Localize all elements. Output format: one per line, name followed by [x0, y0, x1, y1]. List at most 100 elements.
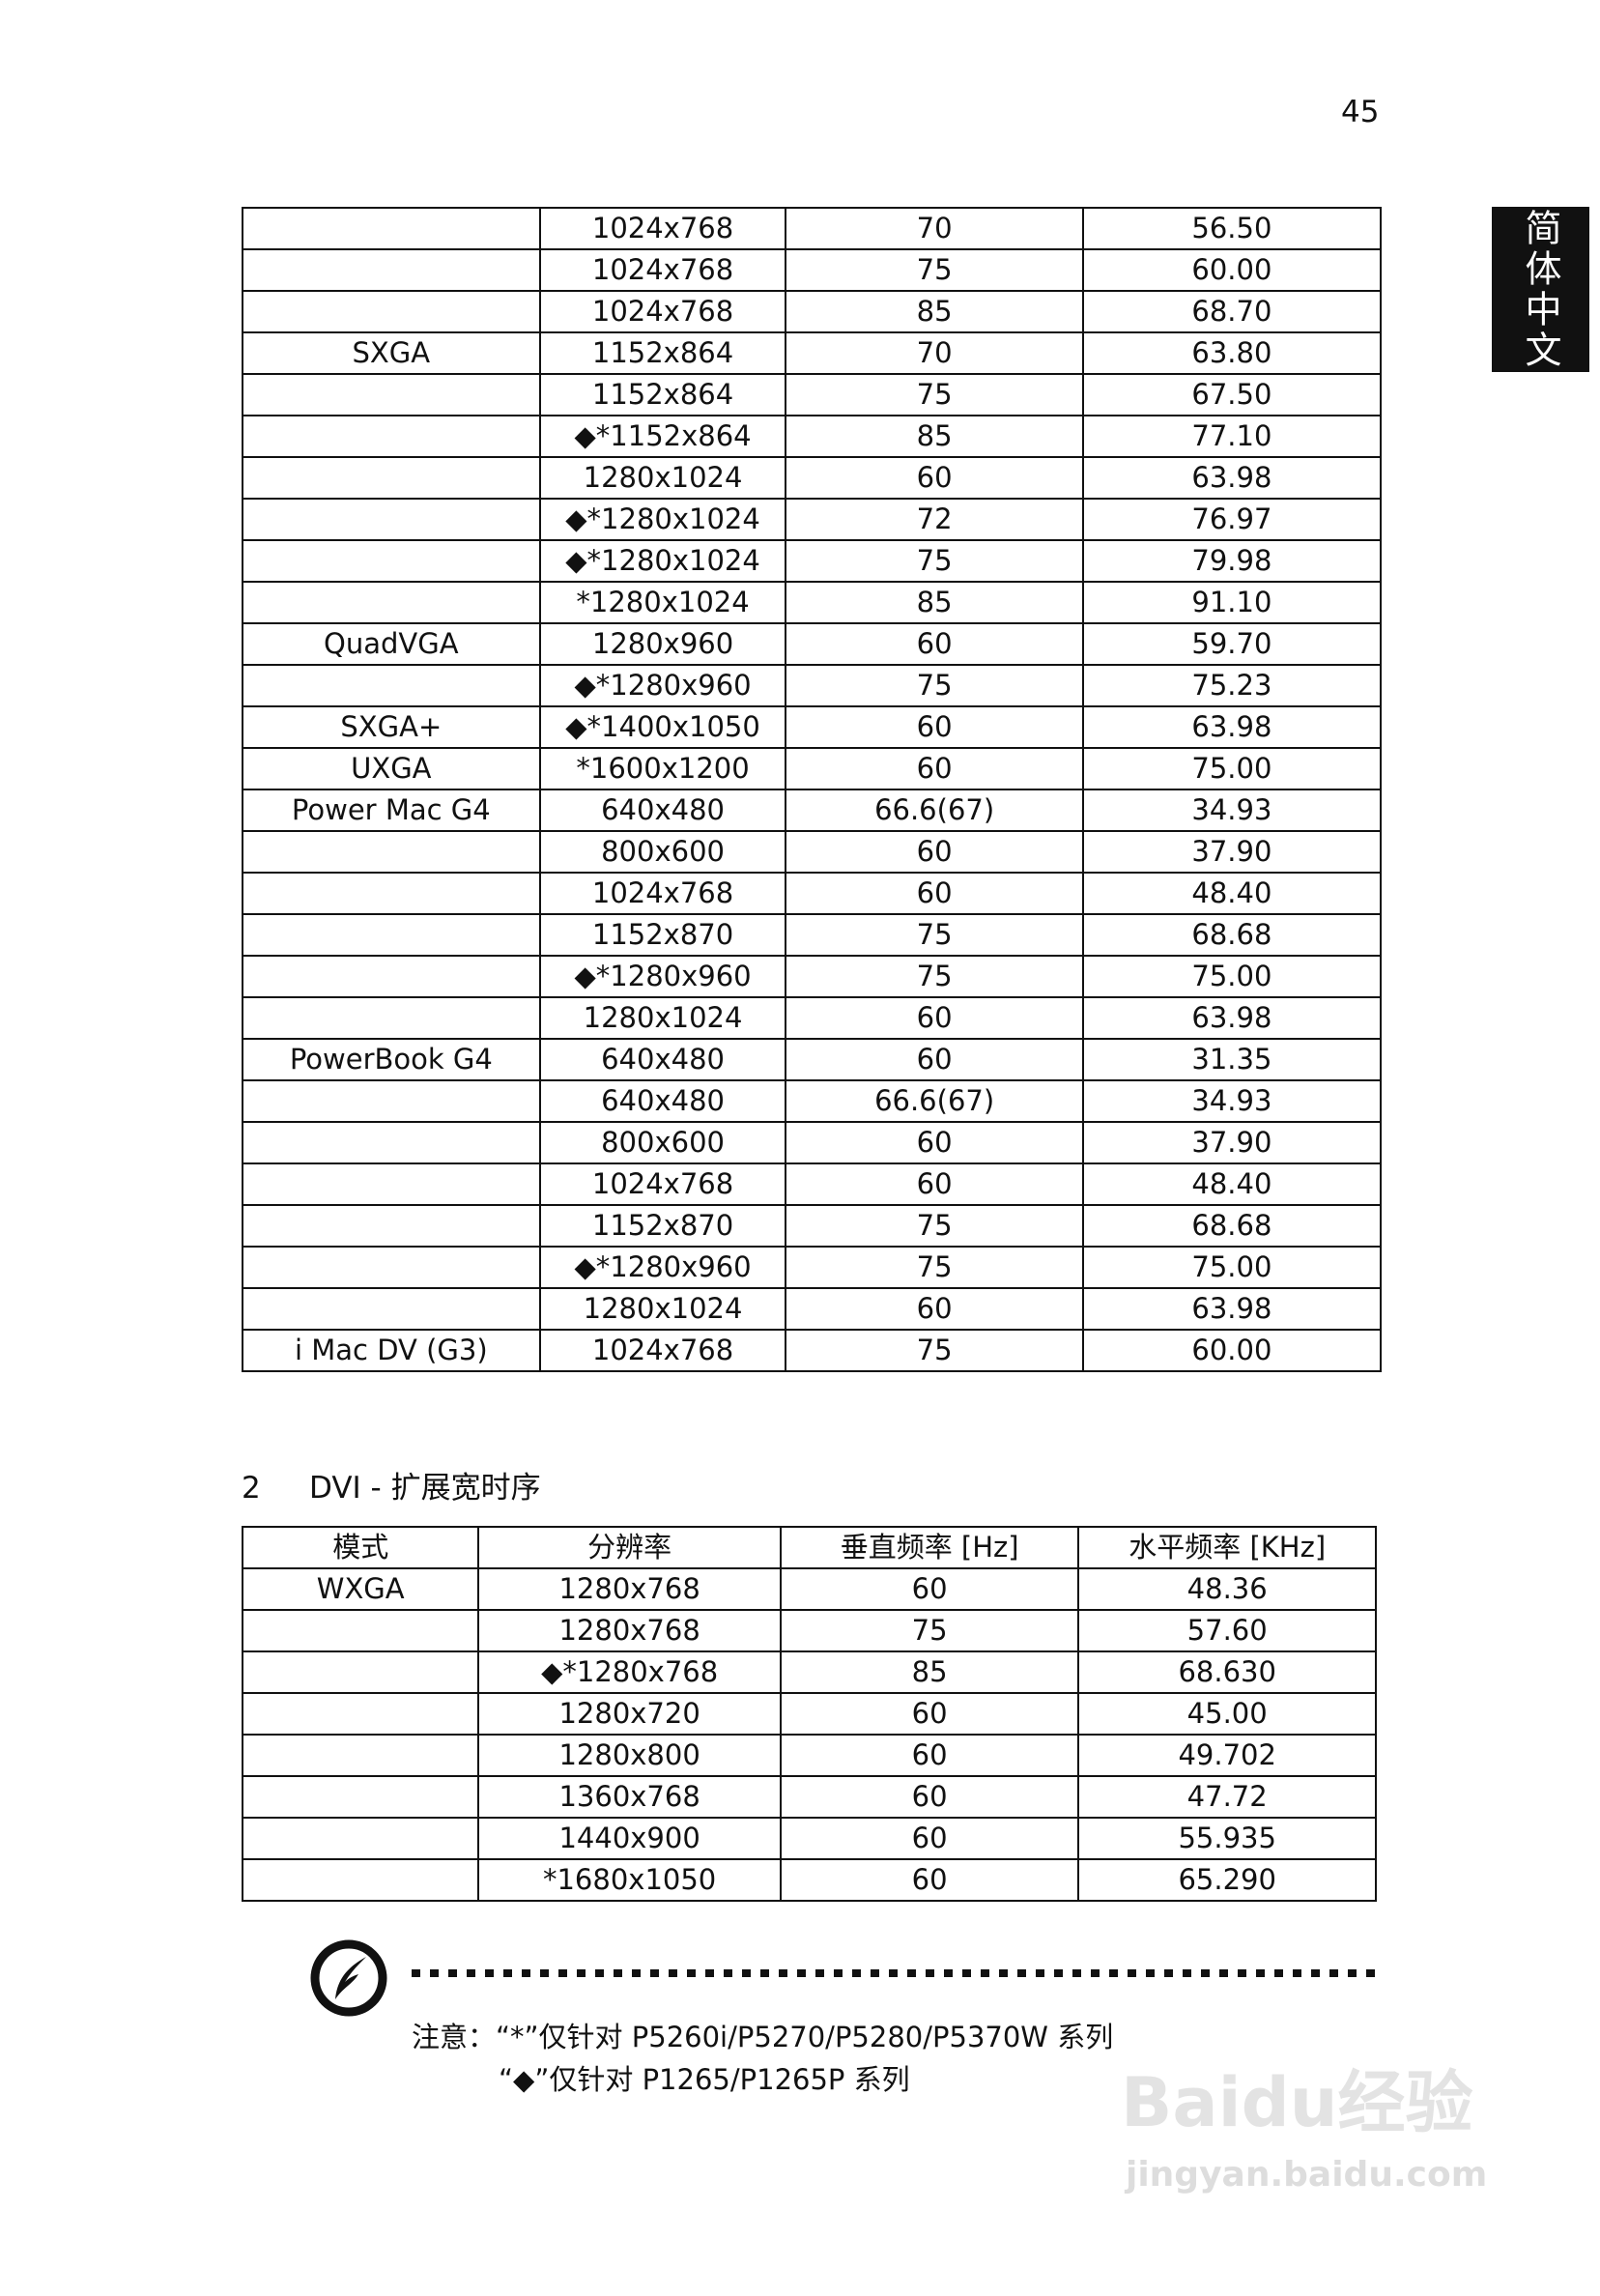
- vfreq-cell: 60: [785, 1162, 1084, 1206]
- resolution-cell: 1152x864: [538, 331, 787, 375]
- table-row: 1152x864 75 67.50: [242, 373, 1383, 416]
- header-resolution: 分辨率: [477, 1526, 782, 1569]
- hfreq-cell: 68.70: [1081, 290, 1383, 333]
- hfreq-cell: 34.93: [1081, 789, 1383, 832]
- section-title: DVI - 扩展宽时序: [309, 1471, 541, 1506]
- resolution-cell: 640x480: [538, 789, 787, 832]
- hfreq-cell: 75.23: [1081, 664, 1383, 707]
- table-row: ◆*1280x960 75 75.00: [242, 955, 1383, 998]
- table-row: 800x600 60 37.90: [242, 830, 1383, 874]
- hfreq-cell: 65.290: [1077, 1858, 1377, 1902]
- table-row: ◆*1280x960 75 75.00: [242, 1246, 1383, 1289]
- table-header-row: 模式 分辨率 垂直频率 [Hz] 水平频率 [KHz]: [241, 1526, 1377, 1569]
- hfreq-cell: 56.50: [1081, 207, 1383, 250]
- resolution-cell: 1280x1024: [538, 456, 787, 500]
- vfreq-cell: 70: [785, 207, 1084, 250]
- vfreq-cell: 75: [785, 955, 1084, 998]
- table-row: PowerBook G4 640x480 60 31.35: [242, 1038, 1383, 1081]
- vfreq-cell: 60: [785, 1038, 1084, 1081]
- resolution-cell: 1280x800: [477, 1734, 782, 1777]
- mode-cell: [241, 1692, 480, 1736]
- hfreq-cell: 63.98: [1081, 456, 1383, 500]
- hfreq-cell: 75.00: [1081, 1246, 1383, 1289]
- note-line-2: “◆”仅针对 P1265/P1265P 系列: [499, 2063, 910, 2096]
- mode-cell: [241, 1817, 480, 1860]
- resolution-cell: 1280x768: [477, 1609, 782, 1652]
- vfreq-cell: 75: [785, 248, 1084, 292]
- resolution-cell: 1024x768: [538, 1162, 787, 1206]
- table-row: 1280x720 60 45.00: [241, 1692, 1377, 1736]
- table-row: ◆*1280x1024 75 79.98: [242, 539, 1383, 583]
- hfreq-cell: 48.36: [1077, 1567, 1377, 1611]
- mode-cell: [241, 1734, 480, 1777]
- timing-table-dvi: 模式 分辨率 垂直频率 [Hz] 水平频率 [KHz] WXGA 1280x768…: [241, 1526, 1377, 1902]
- table-row: 1440x900 60 55.935: [241, 1817, 1377, 1860]
- table-row: ◆*1280x1024 72 76.97: [242, 498, 1383, 541]
- vfreq-cell: 75: [785, 373, 1084, 416]
- hfreq-cell: 60.00: [1081, 1329, 1383, 1372]
- resolution-cell: 1024x768: [538, 1329, 787, 1372]
- hfreq-cell: 49.702: [1077, 1734, 1377, 1777]
- table-row: 1152x870 75 68.68: [242, 1204, 1383, 1248]
- mode-cell: PowerBook G4: [242, 1038, 541, 1081]
- vfreq-cell: 75: [785, 1329, 1084, 1372]
- hfreq-cell: 63.98: [1081, 1287, 1383, 1331]
- table-row: SXGA 1152x864 70 63.80: [242, 331, 1383, 375]
- vfreq-cell: 60: [785, 705, 1084, 749]
- resolution-cell: 1152x870: [538, 1204, 787, 1248]
- hfreq-cell: 37.90: [1081, 1121, 1383, 1164]
- mode-cell: [242, 1121, 541, 1164]
- vfreq-cell: 75: [785, 913, 1084, 957]
- note-icon: [310, 1939, 387, 2017]
- resolution-cell: 1280x960: [538, 622, 787, 666]
- resolution-cell: 800x600: [538, 1121, 787, 1164]
- table-row: UXGA *1600x1200 60 75.00: [242, 747, 1383, 790]
- mode-cell: [242, 415, 541, 458]
- language-side-tab: 简体中文: [1492, 207, 1589, 372]
- vfreq-cell: 85: [785, 415, 1084, 458]
- resolution-cell: 1280x1024: [538, 1287, 787, 1331]
- vfreq-cell: 60: [779, 1692, 1080, 1736]
- table-row: ◆*1280x768 85 68.630: [241, 1650, 1377, 1694]
- hfreq-cell: 68.68: [1081, 913, 1383, 957]
- resolution-cell: ◆*1400x1050: [538, 705, 787, 749]
- resolution-cell: 1280x1024: [538, 996, 787, 1040]
- vfreq-cell: 75: [785, 1246, 1084, 1289]
- hfreq-cell: 47.72: [1077, 1775, 1377, 1819]
- table-row: 1280x1024 60 63.98: [242, 996, 1383, 1040]
- mode-cell: Power Mac G4: [242, 789, 541, 832]
- vfreq-cell: 72: [785, 498, 1084, 541]
- mode-cell: [242, 1204, 541, 1248]
- mode-cell: [242, 456, 541, 500]
- table-row: 1280x768 75 57.60: [241, 1609, 1377, 1652]
- vfreq-cell: 85: [785, 581, 1084, 624]
- vfreq-cell: 75: [785, 539, 1084, 583]
- hfreq-cell: 63.98: [1081, 705, 1383, 749]
- mode-cell: [242, 539, 541, 583]
- mode-cell: [242, 955, 541, 998]
- hfreq-cell: 55.935: [1077, 1817, 1377, 1860]
- hfreq-cell: 67.50: [1081, 373, 1383, 416]
- mode-cell: WXGA: [241, 1567, 480, 1611]
- section-number: 2: [242, 1471, 261, 1506]
- table-row: 1280x1024 60 63.98: [242, 1287, 1383, 1331]
- hfreq-cell: 75.00: [1081, 747, 1383, 790]
- table-row: *1280x1024 85 91.10: [242, 581, 1383, 624]
- vfreq-cell: 66.6(67): [785, 789, 1084, 832]
- header-hfreq: 水平频率 [KHz]: [1077, 1526, 1377, 1569]
- resolution-cell: 1280x768: [477, 1567, 782, 1611]
- note-divider: [412, 1969, 1377, 1977]
- hfreq-cell: 60.00: [1081, 248, 1383, 292]
- table-row: i Mac DV (G3) 1024x768 75 60.00: [242, 1329, 1383, 1372]
- timing-table-vga: 1024x768 70 56.50 1024x768 75 60.00 1024x768 85…: [242, 207, 1383, 1372]
- table-row: 640x480 66.6(67) 34.93: [242, 1079, 1383, 1123]
- resolution-cell: 1440x900: [477, 1817, 782, 1860]
- vfreq-cell: 60: [779, 1567, 1080, 1611]
- resolution-cell: *1680x1050: [477, 1858, 782, 1902]
- table-row: 1360x768 60 47.72: [241, 1775, 1377, 1819]
- vfreq-cell: 85: [785, 290, 1084, 333]
- vfreq-cell: 60: [785, 872, 1084, 915]
- table-row: 1024x768 60 48.40: [242, 872, 1383, 915]
- hfreq-cell: 45.00: [1077, 1692, 1377, 1736]
- hfreq-cell: 31.35: [1081, 1038, 1383, 1081]
